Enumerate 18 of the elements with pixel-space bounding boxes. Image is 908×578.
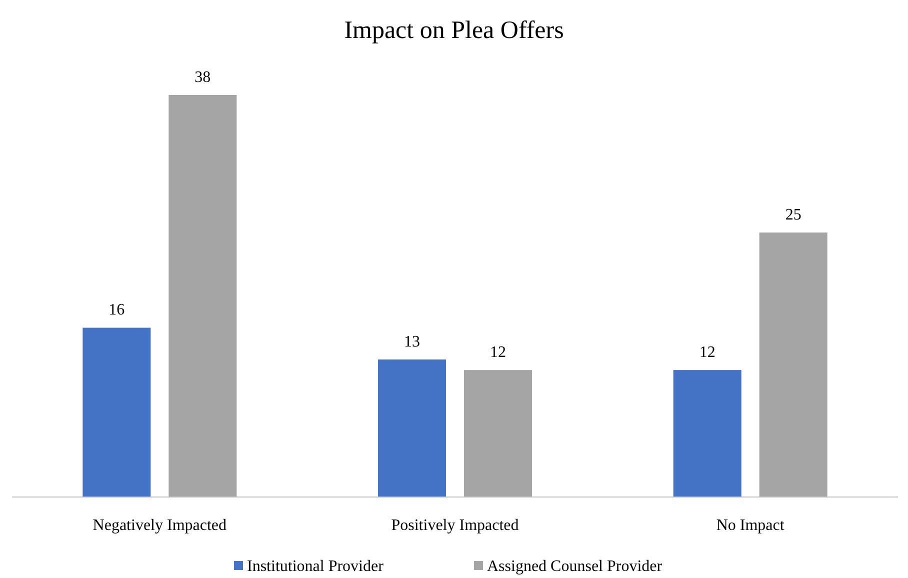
x-tick-label: Negatively Impacted bbox=[92, 517, 227, 534]
x-tick-label: No Impact bbox=[716, 517, 785, 534]
legend-label: Assigned Counsel Provider bbox=[487, 558, 663, 575]
data-label: 12 bbox=[699, 344, 716, 362]
data-label: 16 bbox=[108, 302, 125, 319]
data-label: 12 bbox=[490, 344, 506, 362]
chart-title: Impact on Plea Offers bbox=[344, 17, 564, 44]
data-label: 13 bbox=[404, 333, 420, 350]
data-label: 38 bbox=[194, 69, 211, 86]
bar bbox=[759, 232, 828, 497]
legend-label: Institutional Provider bbox=[247, 558, 384, 575]
x-tick-label: Positively Impacted bbox=[391, 517, 519, 534]
data-label: 25 bbox=[785, 206, 802, 224]
bar bbox=[168, 95, 237, 497]
bar bbox=[464, 370, 532, 497]
bar bbox=[82, 328, 151, 497]
bar bbox=[378, 359, 446, 497]
bar bbox=[673, 370, 742, 497]
